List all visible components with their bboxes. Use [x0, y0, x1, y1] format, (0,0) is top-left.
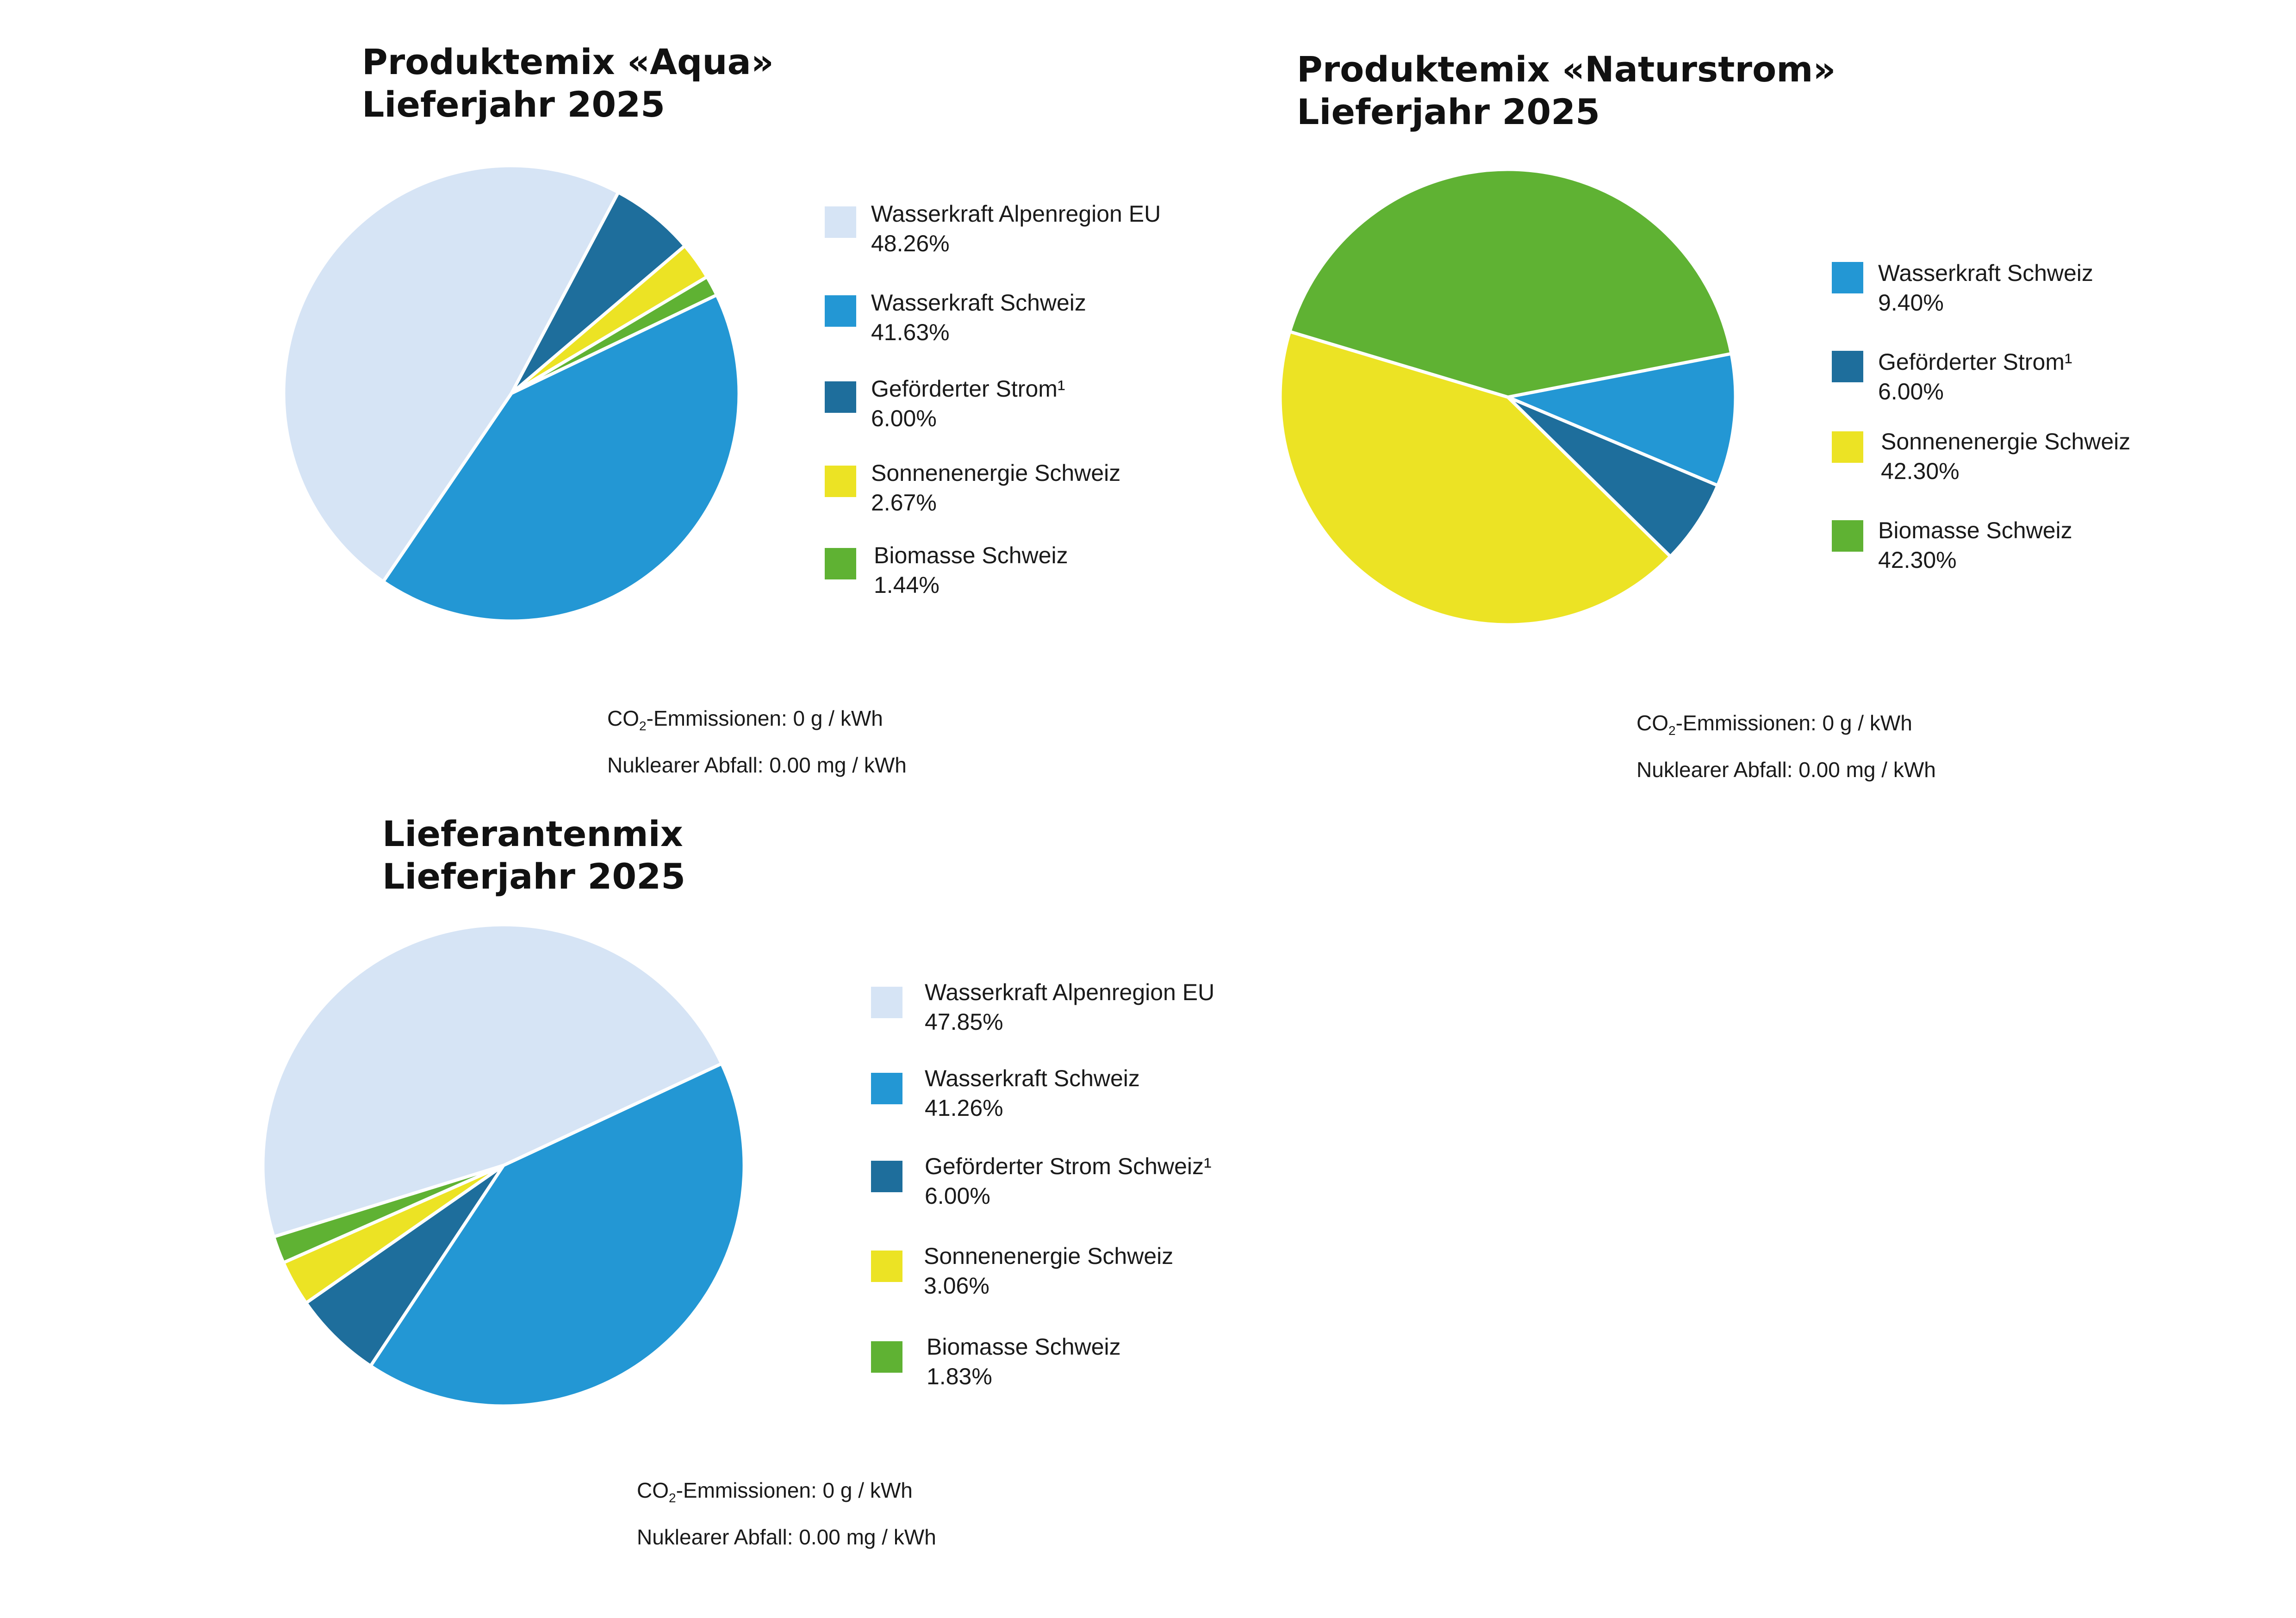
legend-value: 47.85% — [925, 1009, 1003, 1035]
pie-slice-wasserkraft-schweiz — [369, 1062, 746, 1408]
legend-swatch — [825, 548, 856, 579]
legend-value: 42.30% — [1881, 458, 1960, 484]
legend-label: Sonnenenergie Schweiz — [1881, 429, 2131, 454]
legend-value: 41.26% — [925, 1095, 1003, 1121]
co2-emissions: CO2-Emmissionen: 0 g / kWh — [607, 706, 883, 733]
legend-swatch — [825, 206, 856, 238]
legend-label: Biomasse Schweiz — [1878, 517, 2072, 543]
chart-title-lieferantenmix: Lieferantenmix Lieferjahr 2025 — [382, 813, 685, 898]
pie-slice-wasserkraft-alpenregion-eu — [282, 164, 620, 584]
co2-emissions: CO2-Emmissionen: 0 g / kWh — [1636, 711, 1912, 738]
legend-label: Wasserkraft Alpenregion EU — [925, 979, 1215, 1005]
legend-swatch — [871, 1251, 902, 1282]
legend-swatch — [871, 1341, 902, 1373]
pie-slice-biomasse-schweiz — [1288, 168, 1733, 399]
pie-slice-gefoerderter-strom-schweiz — [304, 1164, 505, 1368]
legend-swatch — [871, 1161, 902, 1192]
legend-label: Sonnenenergie Schweiz — [924, 1243, 1174, 1269]
legend-value: 41.63% — [871, 319, 950, 345]
legend-value: 6.00% — [871, 405, 937, 431]
legend-value: 6.00% — [1878, 379, 1944, 404]
legend-value: 42.30% — [1878, 547, 1957, 573]
legend-label: Wasserkraft Schweiz — [1878, 260, 2093, 286]
chart-title-line2: Lieferjahr 2025 — [382, 856, 686, 897]
legend-label: Biomasse Schweiz — [874, 542, 1068, 568]
legend-label: Geförderter Strom¹ — [871, 376, 1065, 402]
legend-label: Sonnenenergie Schweiz — [871, 460, 1121, 486]
legend-value: 9.40% — [1878, 290, 1944, 316]
chart-title-line1: Produktemix «Naturstrom» — [1297, 49, 1836, 90]
legend-swatch — [825, 295, 856, 327]
legend-value: 1.44% — [874, 572, 940, 598]
chart-title-line1: Lieferantenmix — [382, 813, 683, 854]
pie-slice-gefoerderter-strom — [1506, 395, 1719, 558]
pie-chart-naturstrom — [1278, 168, 1737, 627]
legend-label: Biomasse Schweiz — [927, 1334, 1121, 1360]
legend-swatch — [1832, 351, 1863, 382]
pie-slice-wasserkraft-schweiz — [381, 293, 741, 623]
chart-title-naturstrom: Produktemix «Naturstrom» Lieferjahr 2025 — [1297, 48, 1836, 133]
legend-swatch — [825, 381, 856, 413]
legend-swatch — [1832, 520, 1863, 552]
legend-swatch — [825, 466, 856, 497]
nuclear-waste: Nuklearer Abfall: 0.00 mg / kWh — [607, 753, 907, 777]
legend-value: 3.06% — [924, 1273, 989, 1299]
legend-label: Geförderter Strom Schweiz¹ — [925, 1153, 1212, 1179]
pie-slice-sonnenenergie-schweiz — [1278, 330, 1672, 627]
chart-title-line1: Produktemix «Aqua» — [362, 41, 774, 82]
legend-label: Wasserkraft Alpenregion EU — [871, 201, 1161, 227]
legend-value: 48.26% — [871, 230, 950, 256]
legend-swatch — [1832, 262, 1863, 293]
pie-chart-lieferantenmix — [261, 923, 746, 1408]
pie-slice-wasserkraft-alpenregion-eu — [261, 923, 723, 1238]
emissions-note-lieferantenmix: CO2-Emmissionen: 0 g / kWh Nuklearer Abf… — [637, 1471, 936, 1556]
pie-chart-aqua — [282, 164, 741, 623]
legend-label: Wasserkraft Schweiz — [925, 1065, 1140, 1091]
legend-value: 1.83% — [927, 1363, 992, 1389]
legend-value: 6.00% — [925, 1183, 990, 1209]
chart-title-line2: Lieferjahr 2025 — [1297, 91, 1600, 132]
legend-label: Geförderter Strom¹ — [1878, 349, 2072, 375]
emissions-note-naturstrom: CO2-Emmissionen: 0 g / kWh Nuklearer Abf… — [1636, 703, 1936, 789]
nuclear-waste: Nuklearer Abfall: 0.00 mg / kWh — [1636, 758, 1936, 782]
legend-value: 2.67% — [871, 490, 937, 516]
co2-emissions: CO2-Emmissionen: 0 g / kWh — [637, 1478, 913, 1505]
emissions-note-aqua: CO2-Emmissionen: 0 g / kWh Nuklearer Abf… — [607, 699, 907, 784]
legend-label: Wasserkraft Schweiz — [871, 290, 1086, 316]
legend-swatch — [1832, 431, 1863, 463]
legend-swatch — [871, 1073, 902, 1104]
chart-title-line2: Lieferjahr 2025 — [362, 84, 666, 125]
legend-swatch — [871, 987, 902, 1018]
nuclear-waste: Nuklearer Abfall: 0.00 mg / kWh — [637, 1525, 936, 1549]
pie-slice-gefoerderter-strom — [510, 191, 687, 395]
chart-title-aqua: Produktemix «Aqua» Lieferjahr 2025 — [362, 41, 774, 126]
